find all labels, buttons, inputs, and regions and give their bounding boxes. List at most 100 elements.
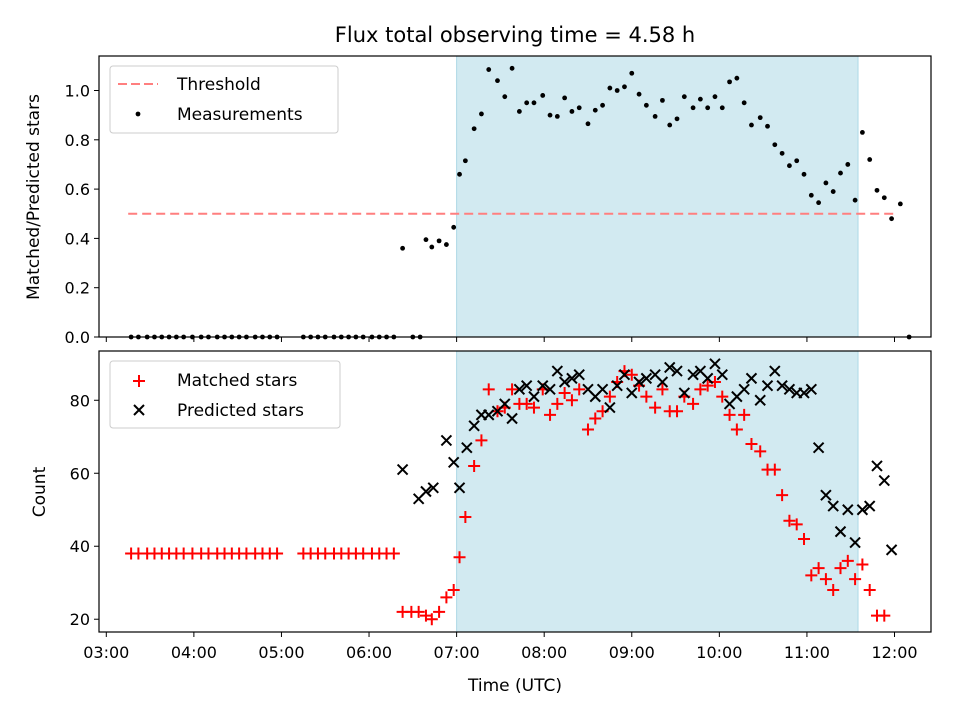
measurements-point <box>741 100 747 106</box>
matched-stars-point <box>271 547 284 560</box>
predicted-stars-point <box>885 544 898 556</box>
measurements-point <box>667 122 673 128</box>
predicted-stars-point <box>687 369 699 381</box>
measurements-point <box>600 102 605 108</box>
x-tick-label: 10:00 <box>696 643 742 662</box>
predicted-stars-point <box>827 500 839 512</box>
predicted-stars-point <box>761 379 774 392</box>
predicted-stars-point <box>863 500 876 512</box>
measurements-point <box>794 158 800 164</box>
observing-window-span <box>456 350 859 633</box>
predicted-stars-point <box>633 376 645 388</box>
predicted-stars-point <box>520 379 533 392</box>
predicted-stars-point <box>506 412 518 425</box>
predicted-stars-point <box>878 474 890 487</box>
predicted-stars-point <box>596 383 609 396</box>
measurements-point <box>705 105 711 111</box>
predicted-stars-point <box>499 398 511 410</box>
predicted-stars-legend-swatch <box>133 404 145 416</box>
predicted-stars-point <box>716 369 728 381</box>
predicted-stars-point <box>528 390 540 403</box>
matched-stars-point <box>805 569 818 582</box>
measurements-point <box>697 96 703 102</box>
matched-stars-point <box>453 551 466 564</box>
predicted-stars-point <box>640 372 653 385</box>
measurements-point <box>719 105 725 111</box>
matched-stars-point <box>589 412 602 425</box>
matched-stars-point <box>878 609 891 622</box>
predicted-stars-point <box>805 383 818 396</box>
top-panel-frame <box>98 55 932 338</box>
matched-stars-point <box>551 397 564 410</box>
predicted-stars-point <box>618 369 631 381</box>
y-tick-label: 40 <box>70 537 90 556</box>
y-tick-label: 0.4 <box>65 229 90 248</box>
measurements-point <box>509 65 515 71</box>
measurements-point <box>889 216 894 222</box>
measurements-point <box>636 91 642 97</box>
observing-window-span <box>456 55 859 338</box>
x-tick-label: 03:00 <box>83 643 129 662</box>
matched-stars-point <box>581 423 594 436</box>
measurements-point <box>712 94 718 100</box>
matched-stars-point <box>387 547 400 560</box>
predicted-stars-point <box>453 482 466 494</box>
bottom-legend-box <box>109 360 341 429</box>
predicted-stars-point <box>483 409 495 421</box>
measurements-point <box>838 170 843 176</box>
measurements-point <box>757 115 763 121</box>
measurements-point <box>531 100 537 106</box>
matched-stars-point <box>656 383 669 396</box>
matched-stars-point <box>475 434 488 447</box>
matched-stars-point <box>640 390 653 403</box>
predicted-stars-point <box>709 358 721 370</box>
predicted-stars-point <box>420 485 432 498</box>
matched-stars-legend-label: Matched stars <box>177 371 297 391</box>
matched-stars-point <box>565 394 578 407</box>
predicted-stars-point <box>678 387 691 399</box>
matched-stars-point <box>687 397 700 410</box>
matched-stars-point <box>649 401 662 414</box>
measurements-point <box>423 237 429 243</box>
measurements-legend-label: Measurements <box>177 105 303 125</box>
y-tick-label: 20 <box>70 610 90 629</box>
matched-stars-point <box>776 489 789 502</box>
predicted-stars-point <box>834 525 847 538</box>
predicted-stars-point <box>461 442 473 454</box>
predicted-stars-point <box>849 536 861 549</box>
x-tick-label: 09:00 <box>609 643 655 662</box>
measurements-point <box>801 171 807 177</box>
y-tick-label: 60 <box>70 464 90 483</box>
predicted-stars-point <box>513 383 526 396</box>
measurements-point <box>830 189 836 194</box>
measurements-point <box>429 244 435 250</box>
x-tick-label: 06:00 <box>346 643 392 662</box>
matched-stars-point <box>544 408 557 421</box>
predicted-stars-legend-label: Predicted stars <box>177 401 304 421</box>
matched-stars-point <box>716 390 729 403</box>
matched-stars-point <box>527 401 540 414</box>
x-tick-label: 07:00 <box>434 643 480 662</box>
measurements-point <box>516 109 522 114</box>
matched-stars-point <box>701 379 714 392</box>
measurements-point <box>554 113 560 119</box>
matched-stars-point <box>603 390 616 403</box>
measurements-point <box>495 78 500 84</box>
predicted-stars-point <box>776 379 788 392</box>
matched-stars-point <box>573 383 586 396</box>
matched-stars-point <box>506 383 519 396</box>
predicted-stars-point <box>812 442 825 454</box>
measurements-point <box>607 85 613 91</box>
matched-stars-point <box>849 573 862 586</box>
measurements-point <box>681 94 687 100</box>
matched-stars-point <box>730 423 743 436</box>
measurements-point <box>576 105 582 111</box>
measurements-point <box>471 126 477 132</box>
matched-stars-point <box>841 554 854 567</box>
matched-stars-point <box>694 383 707 396</box>
y-tick-label: 0.6 <box>65 180 90 199</box>
measurements-point <box>845 162 851 167</box>
matched-stars-point <box>798 532 811 545</box>
predicted-stars-point <box>842 504 854 516</box>
